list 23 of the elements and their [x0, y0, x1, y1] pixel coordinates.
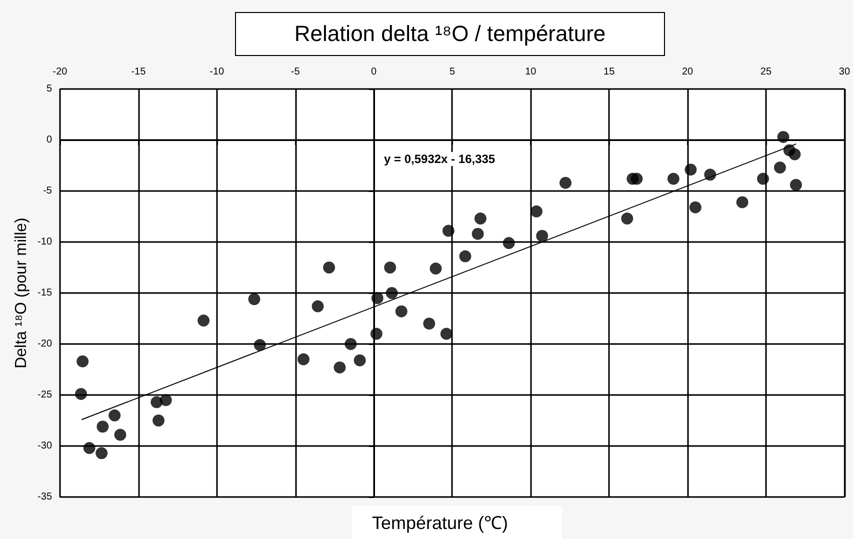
y-tick-label: -5	[43, 186, 52, 196]
y-tick-label: 5	[46, 84, 52, 94]
x-tick-label: -5	[290, 66, 300, 78]
x-tick-label: 15	[604, 66, 616, 78]
x-tick-label: 10	[525, 66, 537, 78]
y-axis-title: Delta ¹⁸O (pour mille)	[13, 218, 31, 368]
y-tick-label: -15	[38, 288, 52, 298]
x-tick-label: 25	[760, 66, 772, 78]
x-tick-label: 5	[449, 66, 456, 78]
y-tick-label: -35	[38, 492, 52, 502]
x-axis-title: Température (℃)	[372, 513, 508, 533]
x-tick-label: 20	[682, 66, 694, 78]
x-tick-label: -15	[131, 66, 146, 78]
y-tick-label: 0	[46, 134, 52, 146]
annotation: y = 0,5932x - 16,335	[384, 152, 496, 166]
y-tick-label: -10	[38, 236, 52, 248]
y-tick-label: -25	[38, 390, 52, 400]
x-tick-label: 30	[838, 66, 850, 78]
y-tick-label: -20	[38, 338, 52, 350]
y-tick-label: -30	[38, 440, 52, 452]
x-tick-label: 0	[370, 66, 377, 78]
x-tick-label: -10	[210, 66, 225, 78]
chart-title: Relation delta ¹⁸O / température	[235, 12, 665, 56]
